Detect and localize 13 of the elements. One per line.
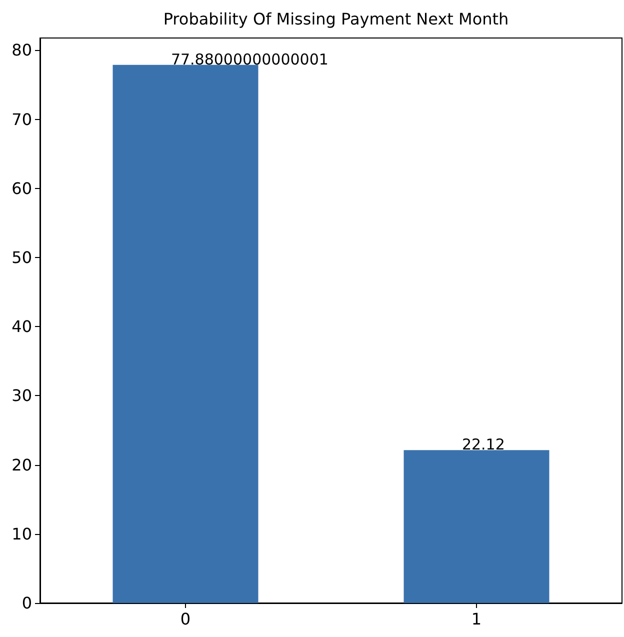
chart-title: Probability Of Missing Payment Next Month <box>163 10 509 28</box>
data-label: 77.88000000000001 <box>170 50 328 68</box>
y-tick-label: 40 <box>12 317 32 336</box>
y-tick-label: 0 <box>22 594 32 612</box>
y-tick-label: 70 <box>12 110 32 129</box>
x-tick-label: 1 <box>471 610 482 628</box>
y-tick-label: 50 <box>12 248 32 268</box>
y-tick-label: 60 <box>12 178 32 198</box>
y-tick-label: 20 <box>12 455 32 474</box>
y-tick-label: 10 <box>12 524 32 544</box>
y-tick-label: 80 <box>12 40 32 60</box>
data-label: 22.12 <box>462 436 505 454</box>
y-tick-label: 30 <box>12 386 32 406</box>
